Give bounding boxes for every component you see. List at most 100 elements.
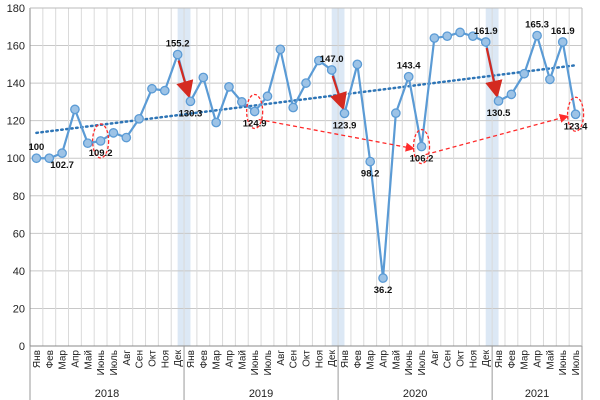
dashed-arrow <box>425 113 569 156</box>
x-tick-label: Окт <box>456 350 467 367</box>
x-tick-label: Фев <box>507 350 518 368</box>
year-label: 2021 <box>525 388 549 400</box>
x-tick-label: Мар <box>366 350 377 370</box>
x-tick-label: Июнь <box>250 350 261 375</box>
x-tick-label: Июль <box>571 350 582 376</box>
y-tick-label: 160 <box>7 41 25 53</box>
data-label: 36.2 <box>374 285 393 296</box>
year-label: 2020 <box>403 388 427 400</box>
data-point <box>365 156 376 167</box>
grid <box>29 7 583 347</box>
x-tick-label: Апр <box>70 350 81 368</box>
dashed-arrow <box>258 118 415 152</box>
x-tick-label: Дек <box>481 349 492 366</box>
x-tick-label: Июнь <box>404 350 415 375</box>
drop-arrow <box>176 60 194 99</box>
y-tick-label: 60 <box>13 228 25 240</box>
x-tick-label: Сен <box>135 350 146 368</box>
data-label: 161.9 <box>474 26 498 37</box>
data-point <box>570 109 581 120</box>
y-tick-label: 140 <box>7 78 25 90</box>
x-tick-label: Янв <box>340 350 351 368</box>
data-point <box>211 117 221 128</box>
x-tick-label: Мар <box>520 350 531 370</box>
data-point <box>391 108 401 119</box>
data-point <box>429 33 440 43</box>
data-point <box>416 141 427 152</box>
x-tick-label: Янв <box>186 350 197 368</box>
data-point <box>224 82 234 92</box>
x-tick-label: Окт <box>147 350 158 367</box>
data-point <box>121 132 132 143</box>
year-labels: 2018 2019 2020 2021 <box>29 346 583 400</box>
year-label: 2018 <box>95 388 119 400</box>
data-point <box>82 138 93 149</box>
data-label: 130.3 <box>179 108 203 119</box>
data-point <box>557 37 568 47</box>
y-tick-label: 100 <box>7 153 25 165</box>
drop-arrow <box>330 75 347 111</box>
trend <box>35 64 577 135</box>
x-tick-label: Апр <box>533 350 544 368</box>
data-point <box>326 65 337 75</box>
x-tick-label: Июнь <box>558 350 569 375</box>
data-point <box>198 72 209 83</box>
x-tick-label: Май <box>237 350 248 370</box>
data-point <box>249 106 260 117</box>
y-tick-label: 40 <box>13 266 25 278</box>
data-point <box>378 273 388 283</box>
data-point <box>313 55 324 66</box>
data-point <box>262 91 273 102</box>
x-tick-label: Июль <box>263 350 274 376</box>
data-point <box>442 31 453 42</box>
y-tick-label: 20 <box>13 303 25 315</box>
data-point <box>275 44 286 55</box>
x-tick-label: Июль <box>109 350 120 376</box>
data-label: 123.9 <box>333 120 357 131</box>
data-label: 155.2 <box>166 39 190 50</box>
data-label: 100 <box>28 142 44 153</box>
data-label: 102.7 <box>50 160 74 171</box>
x-tick-label: Июнь <box>96 350 107 375</box>
data-point <box>301 78 311 88</box>
data-label: 123.4 <box>564 121 588 132</box>
x-tick-label: Ноя <box>468 350 479 368</box>
x-tick-label: Ноя <box>160 350 171 368</box>
data-point <box>455 27 465 38</box>
data-point <box>506 89 517 100</box>
data-point <box>44 153 55 164</box>
x-tick-label: Окт <box>302 350 313 367</box>
data-point <box>172 49 183 60</box>
y-tick-label: 80 <box>13 191 25 203</box>
x-tick-label: Дек <box>327 349 338 366</box>
data-point <box>147 83 157 94</box>
y-tick-labels: 0 20 40 60 80 100 120 140 160 180 <box>7 3 25 353</box>
data-point <box>468 31 478 42</box>
x-tick-label: Апр <box>379 350 390 368</box>
x-tick-label: Мар <box>58 350 69 370</box>
x-tick-label: Апр <box>224 350 235 368</box>
x-tick-label: Май <box>83 350 94 370</box>
data-label: 109.2 <box>89 148 113 159</box>
x-tick-label: Авг <box>276 350 287 366</box>
data-labels: 100 102.7 109.2 155.2 130.3 124.9 147.0 123.9 98… <box>28 20 588 296</box>
data-point <box>403 71 414 82</box>
data-point <box>134 113 144 124</box>
data-point <box>108 128 119 138</box>
x-tick-label: Сен <box>443 350 454 368</box>
highlight-ellipse <box>246 93 264 130</box>
data-point <box>352 59 363 70</box>
x-tick-label: Фев <box>353 350 364 368</box>
data-point <box>339 108 350 119</box>
x-tick-label: Ноя <box>314 350 325 368</box>
y-tick-label: 0 <box>19 341 25 353</box>
data-label: 130.5 <box>487 108 511 119</box>
data-label: 143.4 <box>397 61 421 72</box>
data-label: 106.2 <box>410 154 434 165</box>
trend-line <box>35 64 577 135</box>
data-label: 165.3 <box>525 20 549 31</box>
data-point <box>493 96 504 106</box>
x-tick-label: Авг <box>122 350 133 366</box>
data-point <box>31 153 42 164</box>
drop-arrow <box>485 47 503 99</box>
